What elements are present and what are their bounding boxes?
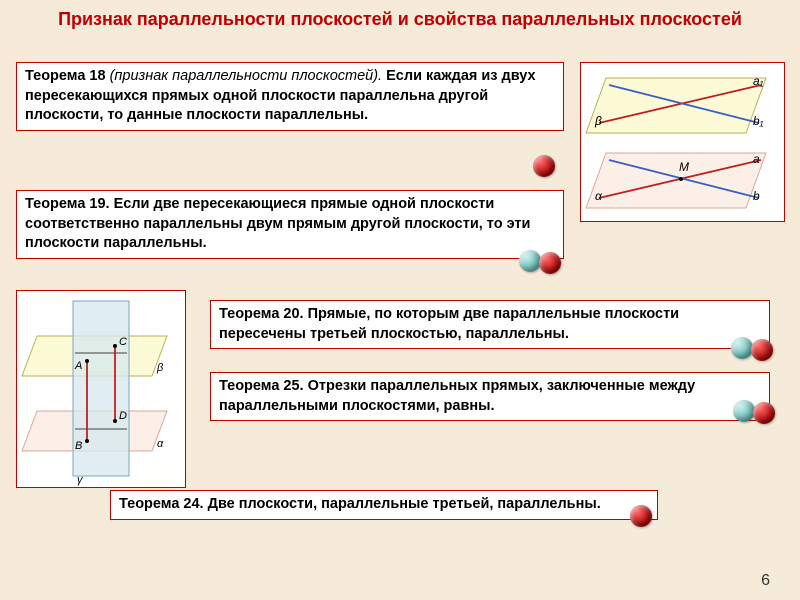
svg-text:α: α: [595, 189, 603, 203]
svg-text:M: M: [679, 160, 689, 174]
red-dot-marker: [539, 252, 561, 274]
theorem-text: Две плоскости, параллельные третьей, пар…: [208, 496, 601, 512]
theorem-note: (признак параллельности плоскостей).: [110, 68, 383, 84]
red-dot-marker: [753, 402, 775, 424]
theorem-25: Теорема 25. Отрезки параллельных прямых,…: [210, 372, 770, 421]
figure-parallel-planes: a₁ b₁ β M a b α: [580, 62, 785, 222]
theorem-label: Теорема 24.: [119, 496, 204, 512]
teal-dot-marker: [519, 250, 541, 272]
svg-text:B: B: [75, 440, 82, 452]
page-title: Признак параллельности плоскостей и свой…: [0, 0, 800, 35]
svg-text:A: A: [74, 360, 82, 372]
theorem-24: Теорема 24. Две плоскости, параллельные …: [110, 490, 658, 520]
figure-svg: a₁ b₁ β M a b α: [581, 63, 786, 223]
svg-text:C: C: [119, 336, 127, 348]
svg-text:b₁: b₁: [753, 114, 764, 128]
svg-text:D: D: [119, 410, 127, 422]
svg-text:b: b: [753, 189, 760, 203]
page-number: 6: [761, 572, 770, 590]
red-dot-marker: [630, 505, 652, 527]
theorem-label: Теорема 18: [25, 68, 106, 84]
svg-text:a: a: [753, 152, 760, 166]
red-dot-marker: [533, 155, 555, 177]
teal-dot-marker: [731, 337, 753, 359]
theorem-18: Теорема 18 (признак параллельности плоск…: [16, 62, 564, 131]
svg-text:β: β: [594, 114, 602, 128]
teal-dot-marker: [733, 400, 755, 422]
theorem-20: Теорема 20. Прямые, по которым две парал…: [210, 300, 770, 349]
figure-svg: A B C D β α γ: [17, 291, 187, 489]
theorem-label: Теорема 19.: [25, 196, 110, 212]
svg-text:a₁: a₁: [753, 74, 764, 88]
theorem-label: Теорема 25.: [219, 378, 304, 394]
red-dot-marker: [751, 339, 773, 361]
theorem-label: Теорема 20.: [219, 306, 304, 322]
svg-text:α: α: [157, 438, 164, 450]
figure-cutting-plane: A B C D β α γ: [16, 290, 186, 488]
theorem-19: Теорема 19. Если две пересекающиеся прям…: [16, 190, 564, 259]
svg-text:β: β: [156, 362, 164, 374]
